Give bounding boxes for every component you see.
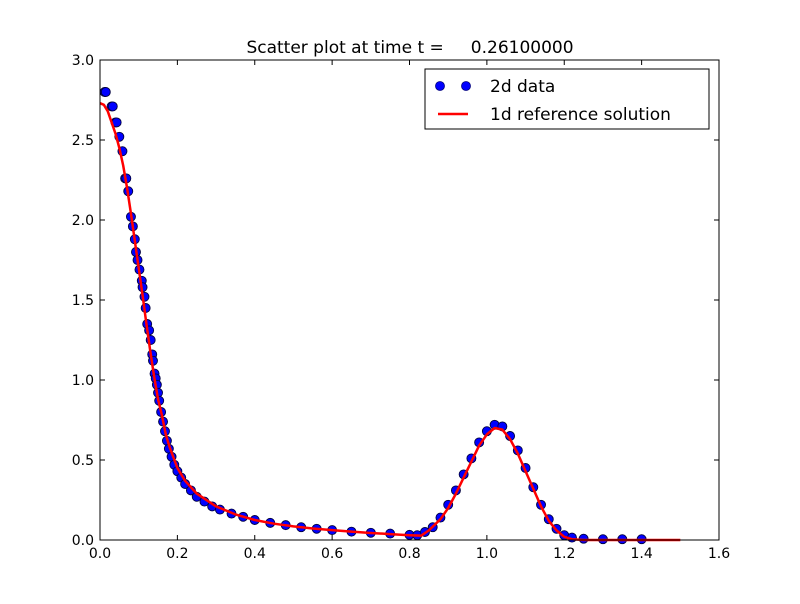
y-tick-label: 2.5	[72, 133, 94, 149]
y-tick-label: 0.5	[72, 453, 94, 469]
series-layer	[99, 87, 681, 545]
reference-line	[99, 102, 681, 542]
legend-box	[424, 68, 710, 130]
y-tick-label: 2.0	[72, 213, 94, 229]
y-tick-label: 0.0	[72, 533, 94, 549]
plot-area	[100, 60, 719, 540]
x-tick-label: 0.0	[89, 546, 111, 562]
legend-label-1d-reference: 1d reference solution	[490, 105, 671, 125]
y-tick-label: 3.0	[72, 53, 94, 69]
scatter-point	[107, 101, 118, 112]
y-tick-label: 1.0	[72, 373, 94, 389]
x-tick-label: 1.0	[476, 546, 498, 562]
legend-marker-2d-data-2	[461, 81, 471, 91]
x-tick-label: 0.6	[321, 546, 343, 562]
x-tick-label: 1.6	[708, 546, 730, 562]
tick-labels: 0.0 0.2 0.4 0.6 0.8 1.0 1.2 1.4 1.6 0.0 0.5 1.0 1.5 2…	[72, 53, 730, 562]
x-tick-label: 1.2	[553, 546, 575, 562]
y-tick-label: 1.5	[72, 293, 94, 309]
x-tick-label: 0.2	[166, 546, 188, 562]
chart-title: Scatter plot at time t = 0.26100000	[246, 38, 573, 58]
x-tick-label: 0.4	[244, 546, 266, 562]
x-tick-label: 0.8	[398, 546, 420, 562]
legend-marker-2d-data-1	[435, 81, 445, 91]
scatter-point	[100, 87, 111, 97]
x-tick-label: 1.4	[630, 546, 652, 562]
plot-frame	[99, 59, 720, 541]
legend: 2d data 1d reference solution	[424, 68, 710, 130]
legend-label-2d-data: 2d data	[490, 77, 555, 97]
